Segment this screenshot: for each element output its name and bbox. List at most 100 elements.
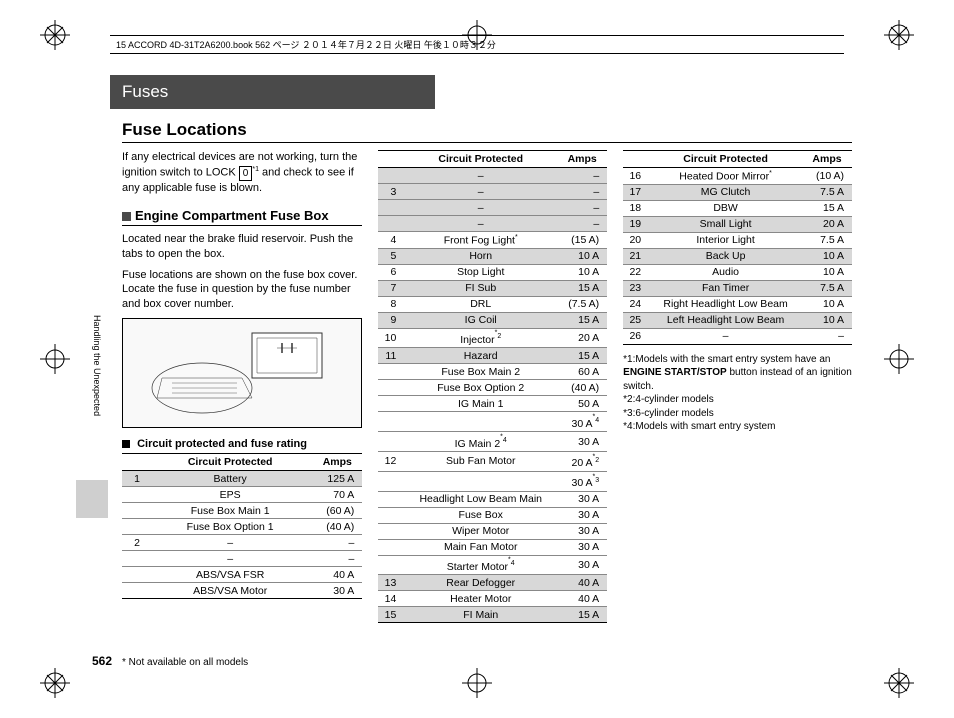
cell-circuit: Stop Light: [404, 264, 557, 280]
table-row: ––: [378, 200, 607, 216]
cell-circuit: Small Light: [649, 216, 802, 232]
cell-amps: 10 A: [802, 296, 852, 312]
cell-num: 2: [122, 535, 148, 551]
illustration-placeholder: [122, 318, 362, 428]
cell-circuit: Heater Motor: [404, 591, 557, 607]
table-row: 2––: [122, 535, 362, 551]
cell-circuit: ABS/VSA FSR: [148, 567, 312, 583]
table-row: Wiper Motor30 A: [378, 523, 607, 539]
registration-mark: [884, 668, 914, 698]
cell-amps: (40 A): [557, 380, 607, 396]
table-row: 18DBW15 A: [623, 200, 852, 216]
note-3: *3:6-cylinder models: [623, 407, 852, 421]
cell-num: [378, 555, 404, 575]
cell-amps: 7.5 A: [802, 280, 852, 296]
registration-mark: [884, 344, 914, 374]
page-title: Fuse Locations: [122, 120, 247, 140]
th-blank: [378, 151, 404, 168]
cell-num: [378, 523, 404, 539]
side-label: Handling the Unexpected: [92, 315, 102, 416]
cell-amps: 30 A: [557, 523, 607, 539]
table-row: 14Heater Motor40 A: [378, 591, 607, 607]
cell-num: [122, 567, 148, 583]
sub-heading: Circuit protected and fuse rating: [122, 438, 362, 450]
table-row: Fuse Box Main 1(60 A): [122, 503, 362, 519]
cell-num: [378, 380, 404, 396]
th-circuit: Circuit Protected: [649, 151, 802, 168]
table-row: 4Front Fog Light*(15 A): [378, 232, 607, 249]
th-amps: Amps: [312, 454, 362, 471]
note-1b: ENGINE START/STOP: [623, 367, 727, 378]
table-row: 12Sub Fan Motor20 A*2: [378, 451, 607, 471]
column-1: If any electrical devices are not workin…: [122, 150, 362, 623]
registration-mark: [462, 668, 492, 698]
cell-circuit: –: [404, 216, 557, 232]
cell-amps: 10 A: [802, 312, 852, 328]
cell-circuit: Fuse Box Main 2: [404, 364, 557, 380]
cell-circuit: Injector*2: [404, 328, 557, 348]
fuse-table-1: Circuit Protected Amps 1Battery125 AEPS7…: [122, 453, 362, 599]
cell-amps: 40 A: [557, 591, 607, 607]
cell-circuit: DBW: [649, 200, 802, 216]
cell-amps: 30 A*4: [557, 412, 607, 432]
cell-circuit: –: [404, 168, 557, 184]
cell-circuit: –: [148, 551, 312, 567]
table-row: 23Fan Timer7.5 A: [623, 280, 852, 296]
cell-amps: –: [557, 184, 607, 200]
cell-num: 11: [378, 348, 404, 364]
cell-amps: 40 A: [557, 575, 607, 591]
table-row: 21Back Up10 A: [623, 248, 852, 264]
th-blank: [122, 454, 148, 471]
cell-amps: (10 A): [802, 168, 852, 185]
cell-amps: 10 A: [802, 248, 852, 264]
table-row: 16Heated Door Mirror*(10 A): [623, 168, 852, 185]
cell-circuit: –: [404, 200, 557, 216]
cell-circuit: –: [148, 535, 312, 551]
section-heading-text: Engine Compartment Fuse Box: [135, 208, 329, 223]
column-3: Circuit Protected Amps 16Heated Door Mir…: [623, 150, 852, 623]
section-heading: Engine Compartment Fuse Box: [122, 208, 362, 226]
table-row: ABS/VSA FSR40 A: [122, 567, 362, 583]
cell-num: 6: [378, 264, 404, 280]
table-row: Fuse Box Main 260 A: [378, 364, 607, 380]
table-row: 11Hazard15 A: [378, 348, 607, 364]
table-row: Headlight Low Beam Main30 A: [378, 491, 607, 507]
table-row: Main Fan Motor30 A: [378, 539, 607, 555]
table-row: ––: [122, 551, 362, 567]
cell-num: [378, 539, 404, 555]
cell-circuit: IG Main 1: [404, 396, 557, 412]
cell-circuit: MG Clutch: [649, 184, 802, 200]
cell-num: [378, 432, 404, 452]
cell-num: [378, 412, 404, 432]
column-2: Circuit Protected Amps ––3––––––4Front F…: [378, 150, 607, 623]
table-row: IG Main 150 A: [378, 396, 607, 412]
table-row: Fuse Box Option 2(40 A): [378, 380, 607, 396]
cell-num: [378, 396, 404, 412]
cell-amps: –: [557, 168, 607, 184]
cell-circuit: Main Fan Motor: [404, 539, 557, 555]
table-row: 5Horn10 A: [378, 248, 607, 264]
cell-amps: 15 A: [557, 348, 607, 364]
cell-circuit: Fuse Box Option 1: [148, 519, 312, 535]
th-amps: Amps: [557, 151, 607, 168]
cell-amps: –: [557, 216, 607, 232]
cell-amps: (60 A): [312, 503, 362, 519]
cell-num: [378, 168, 404, 184]
cell-amps: 60 A: [557, 364, 607, 380]
cell-amps: 125 A: [312, 471, 362, 487]
cell-amps: (15 A): [557, 232, 607, 249]
cell-num: 10: [378, 328, 404, 348]
title-underline: [122, 142, 852, 143]
cell-circuit: [404, 412, 557, 432]
cell-num: [122, 583, 148, 599]
cell-num: 15: [378, 607, 404, 623]
cell-num: [378, 491, 404, 507]
cell-amps: 30 A*3: [557, 471, 607, 491]
cell-circuit: [404, 471, 557, 491]
cell-circuit: Heated Door Mirror*: [649, 168, 802, 185]
cell-amps: –: [802, 328, 852, 344]
cell-amps: 10 A: [557, 264, 607, 280]
table-row: 7FI Sub15 A: [378, 280, 607, 296]
table-row: 20Interior Light7.5 A: [623, 232, 852, 248]
note-1: *1:Models with the smart entry system ha…: [623, 353, 852, 394]
